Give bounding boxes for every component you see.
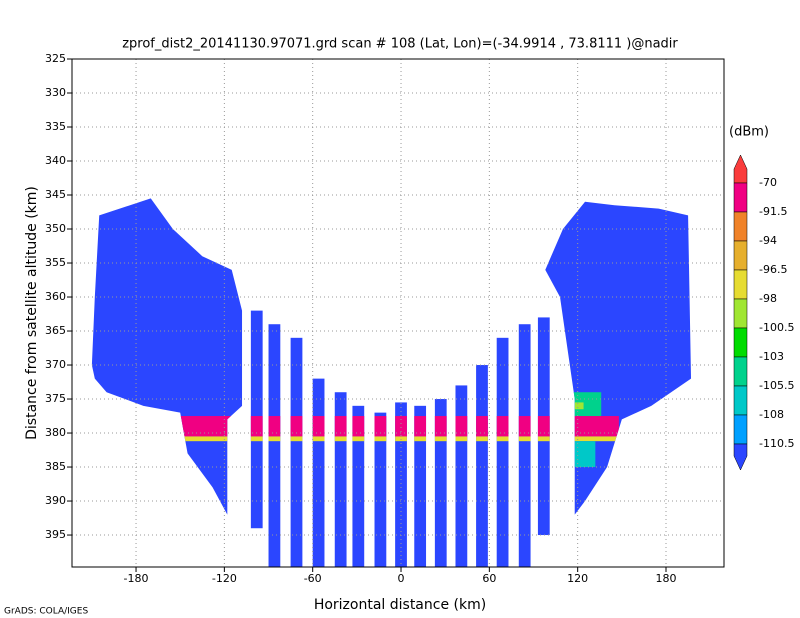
colorbar-tick-label: -100.5 <box>759 321 794 334</box>
colorbar-tick-label: -98 <box>759 292 777 305</box>
beam <box>334 392 347 567</box>
y-tick-label: 360 <box>45 290 66 303</box>
y-axis-label: Distance from satellite altitude (km) <box>24 186 40 440</box>
y-tick-label: 335 <box>45 120 66 133</box>
x-tick-label: -60 <box>304 572 322 585</box>
colorbar-segment <box>733 240 748 271</box>
echo-patch <box>571 392 602 417</box>
echo-patch <box>571 441 596 468</box>
y-tick-label: 375 <box>45 392 66 405</box>
colorbar-segment <box>733 385 748 416</box>
x-tick-label: 120 <box>567 572 588 585</box>
beam <box>518 324 531 567</box>
colorbar-tick-label: -91.5 <box>759 205 787 218</box>
colorbar-segment <box>733 298 748 329</box>
beam <box>312 378 325 567</box>
y-tick-label: 345 <box>45 188 66 201</box>
colorbar-tick-label: -105.5 <box>759 379 794 392</box>
swath-block <box>91 198 243 515</box>
colorbar-tick-label: -96.5 <box>759 263 787 276</box>
echo-patch <box>574 402 584 410</box>
x-tick-label: 0 <box>398 572 405 585</box>
beam <box>434 399 447 567</box>
beam <box>352 405 365 567</box>
y-tick-label: 370 <box>45 358 66 371</box>
beam <box>374 412 387 567</box>
beam <box>290 337 303 567</box>
beam <box>476 365 488 567</box>
y-tick-label: 395 <box>45 528 66 541</box>
y-tick-label: 390 <box>45 494 66 507</box>
y-tick-label: 385 <box>45 460 66 473</box>
colorbar-segment <box>733 414 748 445</box>
plot-frame <box>71 58 725 568</box>
colorbar-segment <box>733 327 748 358</box>
credit: GrADS: COLA/IGES <box>4 607 88 617</box>
x-tick-label: 180 <box>655 572 676 585</box>
y-tick-label: 380 <box>45 426 66 439</box>
x-tick-label: 60 <box>482 572 496 585</box>
colorbar-tick-label: -70 <box>759 176 777 189</box>
beam <box>414 405 427 567</box>
y-tick-label: 350 <box>45 222 66 235</box>
echo-patch <box>180 436 619 442</box>
x-axis-label: Horizontal distance (km) <box>314 597 486 613</box>
beam <box>395 402 407 567</box>
y-tick-label: 325 <box>45 52 66 65</box>
y-tick-label: 365 <box>45 324 66 337</box>
x-tick-label: -180 <box>124 572 149 585</box>
chart-title: zprof_dist2_20141130.97071.grd scan # 10… <box>122 37 678 52</box>
x-tick-label: -120 <box>212 572 237 585</box>
y-tick-label: 330 <box>45 86 66 99</box>
colorbar-segment <box>733 269 748 300</box>
colorbar-segment <box>733 356 748 387</box>
colorbar-segment <box>733 154 748 184</box>
colorbar-segment <box>733 182 748 213</box>
beam <box>496 337 509 567</box>
beam <box>455 385 468 567</box>
beam <box>268 324 281 567</box>
colorbar-segment <box>733 211 748 242</box>
colorbar-tick-label: -110.5 <box>759 437 794 450</box>
colorbar-segment <box>733 443 748 471</box>
swath-block <box>545 201 692 515</box>
colorbar-label: (dBm) <box>729 125 769 140</box>
y-tick-label: 355 <box>45 256 66 269</box>
colorbar-tick-label: -108 <box>759 408 784 421</box>
plot-marks <box>91 198 692 567</box>
colorbar-tick-label: -103 <box>759 350 784 363</box>
echo-patch <box>180 416 619 437</box>
colorbar-tick-label: -94 <box>759 234 777 247</box>
y-tick-label: 340 <box>45 154 66 167</box>
